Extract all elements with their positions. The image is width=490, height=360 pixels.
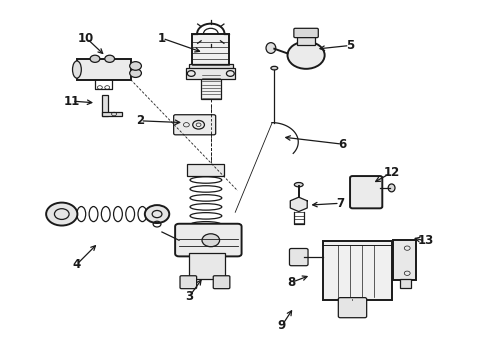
FancyBboxPatch shape: [213, 276, 230, 289]
Text: 11: 11: [63, 95, 80, 108]
Text: 3: 3: [185, 290, 193, 303]
Circle shape: [46, 203, 77, 226]
Bar: [189, 253, 225, 279]
FancyBboxPatch shape: [173, 115, 216, 135]
FancyBboxPatch shape: [290, 248, 308, 266]
Ellipse shape: [388, 184, 395, 192]
Circle shape: [130, 69, 142, 77]
Text: 1: 1: [158, 32, 166, 45]
Circle shape: [202, 234, 220, 247]
Ellipse shape: [73, 61, 81, 78]
Text: 7: 7: [336, 197, 344, 210]
Text: 4: 4: [73, 258, 80, 271]
Text: 9: 9: [277, 319, 286, 332]
Bar: [192, 34, 229, 66]
FancyBboxPatch shape: [350, 176, 382, 208]
Bar: [187, 164, 224, 176]
Text: 2: 2: [136, 114, 144, 127]
FancyBboxPatch shape: [338, 298, 367, 318]
Text: 12: 12: [384, 166, 400, 179]
Circle shape: [130, 62, 142, 70]
Circle shape: [145, 205, 169, 223]
Bar: [297, 35, 315, 45]
Polygon shape: [290, 197, 307, 212]
Bar: [201, 71, 220, 99]
Ellipse shape: [271, 66, 278, 70]
FancyBboxPatch shape: [175, 224, 242, 256]
Text: 10: 10: [78, 32, 95, 45]
Bar: [392, 240, 416, 280]
Circle shape: [90, 55, 100, 62]
Text: 5: 5: [346, 39, 354, 52]
Circle shape: [288, 41, 325, 69]
Ellipse shape: [266, 42, 276, 53]
Bar: [189, 64, 233, 69]
Text: 13: 13: [417, 234, 434, 247]
Bar: [186, 68, 235, 79]
FancyBboxPatch shape: [180, 276, 196, 289]
Text: 6: 6: [339, 138, 347, 150]
Bar: [323, 241, 392, 300]
Bar: [102, 112, 122, 116]
Text: 8: 8: [287, 276, 295, 289]
FancyBboxPatch shape: [294, 28, 318, 38]
Bar: [77, 59, 131, 80]
Circle shape: [105, 55, 115, 62]
Bar: [400, 279, 411, 288]
Ellipse shape: [294, 183, 303, 187]
Bar: [102, 95, 108, 116]
